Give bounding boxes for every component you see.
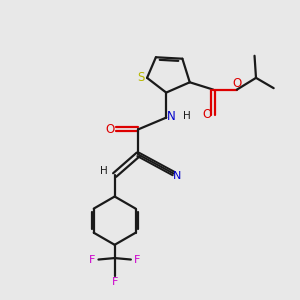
- Text: F: F: [112, 277, 118, 287]
- Text: O: O: [202, 108, 212, 121]
- Text: H: H: [183, 111, 191, 121]
- Text: S: S: [137, 71, 145, 84]
- Text: F: F: [134, 254, 140, 265]
- Text: O: O: [105, 123, 114, 136]
- Text: O: O: [232, 77, 242, 90]
- Text: F: F: [89, 254, 95, 265]
- Text: N: N: [173, 171, 181, 181]
- Text: H: H: [100, 166, 108, 176]
- Text: N: N: [167, 110, 176, 123]
